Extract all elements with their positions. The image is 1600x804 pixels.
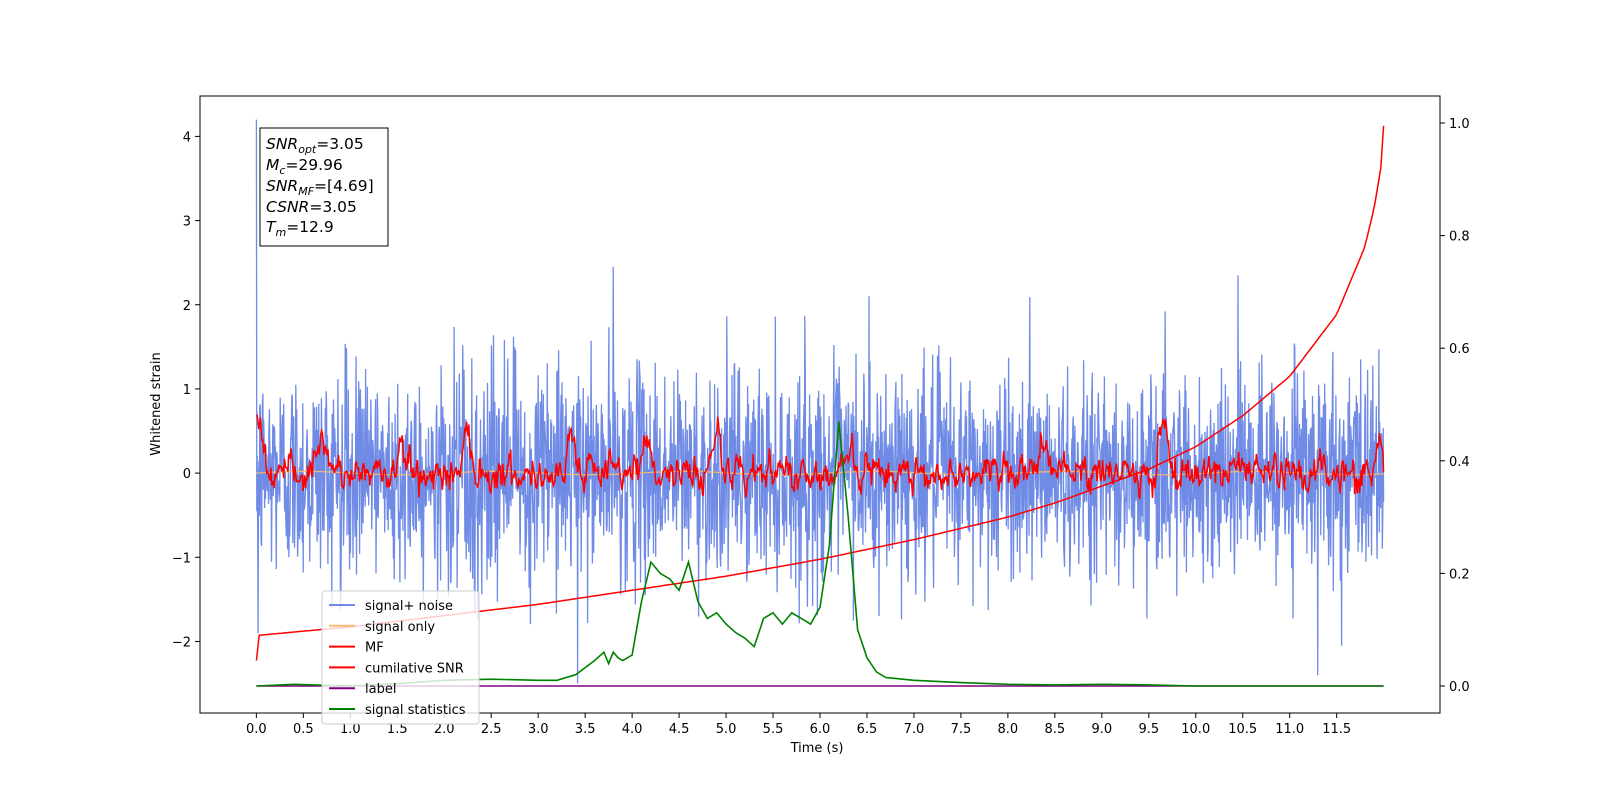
y-tick-label: 0 (183, 467, 191, 482)
x-tick-label: 9.0 (1091, 722, 1112, 737)
x-tick-label: 5.0 (716, 722, 737, 737)
x-axis-label: Time (s) (790, 741, 844, 756)
snr-mf-annotation: SNRMF=[4.69] (266, 177, 374, 198)
x-tick-label: 1.0 (340, 722, 361, 737)
y2-tick-label: 0.2 (1449, 567, 1470, 582)
x-tick-label: 2.0 (434, 722, 455, 737)
x-tick-label: 3.0 (528, 722, 549, 737)
x-tick-label: 6.0 (810, 722, 831, 737)
x-tick-label: 11.0 (1275, 722, 1304, 737)
legend-label: cumilative SNR (365, 661, 464, 676)
y2-tick-label: 0.0 (1449, 680, 1470, 695)
legend-label: signal only (365, 620, 435, 635)
x-tick-label: 2.5 (481, 722, 502, 737)
x-tick-label: 11.5 (1322, 722, 1351, 737)
x-tick-label: 6.5 (857, 722, 878, 737)
info-box-frame (259, 127, 389, 247)
x-tick-label: 10.0 (1181, 722, 1210, 737)
mc-annotation: Mc=29.96 (266, 156, 343, 177)
ticks-layer: 0.0 0.5 1.0 1.5 2.0 2.5 3.0 3.5 4.0 4.5 5.0 5.5 6.0 6… (172, 117, 1470, 737)
legend-frame (321, 590, 480, 725)
y-tick-label: 4 (183, 130, 191, 145)
y-tick-label: −2 (172, 635, 191, 650)
tm-annotation: Tm=12.9 (266, 218, 334, 239)
y2-tick-label: 1.0 (1449, 117, 1470, 132)
x-tick-label: 1.5 (387, 722, 408, 737)
x-tick-label: 5.5 (763, 722, 784, 737)
y-tick-label: 3 (183, 215, 191, 230)
y2-tick-label: 0.8 (1449, 230, 1470, 245)
x-tick-label: 8.5 (1045, 722, 1066, 737)
y-axis-label: Whitened strain (149, 352, 164, 455)
x-tick-label: 4.0 (622, 722, 643, 737)
series-mf (256, 414, 1385, 500)
legend-label: MF (365, 641, 384, 656)
legend-label: label (365, 682, 396, 697)
legend: signal+ noise signal only MF cumilative SNR… (321, 590, 480, 725)
x-tick-label: 9.5 (1138, 722, 1159, 737)
x-tick-label: 7.5 (951, 722, 972, 737)
x-tick-label: 0.0 (246, 722, 267, 737)
legend-label: signal+ noise (365, 599, 453, 614)
legend-entries: signal+ noise signal only MF cumilative SNR… (329, 599, 466, 718)
x-tick-label: 7.0 (904, 722, 925, 737)
x-tick-label: 8.0 (998, 722, 1019, 737)
y2-tick-label: 0.4 (1449, 455, 1470, 470)
x-tick-label: 3.5 (575, 722, 596, 737)
snr-opt-annotation: SNRopt=3.05 (266, 135, 364, 156)
legend-label: signal statistics (365, 703, 466, 718)
x-tick-label: 10.5 (1228, 722, 1257, 737)
y2-tick-label: 0.6 (1449, 342, 1470, 357)
y-tick-label: 2 (183, 299, 191, 314)
y-tick-label: 1 (183, 383, 191, 398)
csnr-annotation: CSNR=3.05 (266, 198, 357, 216)
x-tick-label: 4.5 (669, 722, 690, 737)
info-box: SNRopt=3.05 Mc=29.96 SNRMF=[4.69] CSNR=3… (259, 127, 389, 247)
y-tick-label: −1 (172, 551, 191, 566)
x-tick-label: 0.5 (293, 722, 314, 737)
series-signal-statistics (256, 421, 1384, 687)
